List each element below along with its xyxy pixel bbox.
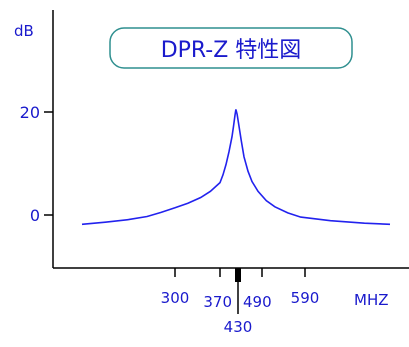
title-box bbox=[109, 27, 353, 69]
x-tick-label-430: 430 bbox=[224, 318, 253, 336]
y-tick-label-20: 20 bbox=[20, 103, 40, 122]
series-line bbox=[81, 109, 391, 226]
x-tick-label-370: 370 bbox=[203, 293, 232, 311]
y-axis-label: dB bbox=[14, 22, 34, 40]
x-tick-label-590: 590 bbox=[291, 289, 320, 307]
x-tick-label-490: 490 bbox=[243, 293, 272, 311]
x-axis-label: MHZ bbox=[354, 291, 389, 309]
x-tick-label-300: 300 bbox=[161, 289, 190, 307]
chart-title: DPR-Z 特性図 bbox=[161, 38, 302, 63]
y-tick-label-0: 0 bbox=[30, 206, 40, 225]
